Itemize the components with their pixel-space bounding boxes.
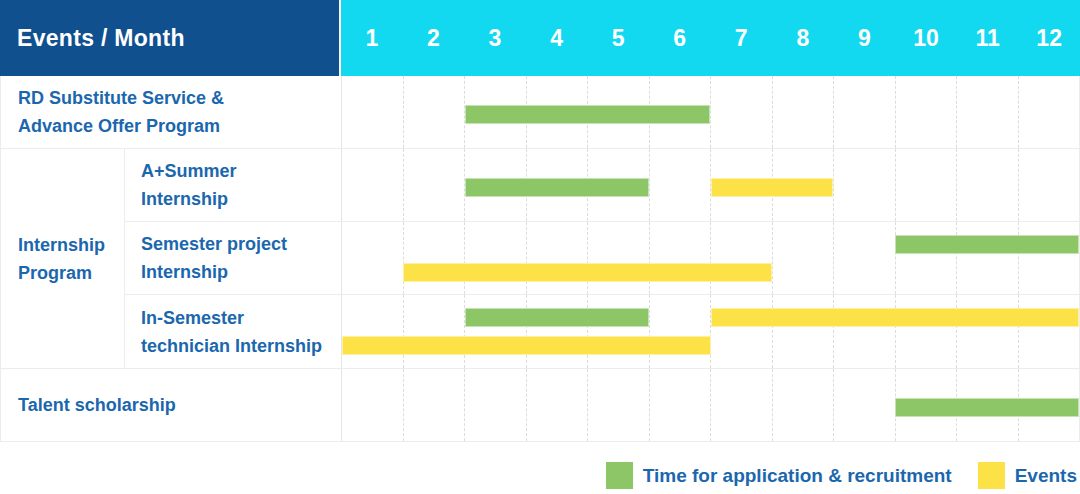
table-body: RD Substitute Service & Advance Offer Pr… [0,76,1080,442]
table-row: A+Summer Internship [125,149,1079,222]
row-timeline [341,149,1079,221]
table-header-row: Events / Month 123456789101112 [0,0,1080,76]
month-cell [464,222,526,294]
month-cell [403,149,465,221]
legend: Time for application & recruitment Event… [0,442,1080,494]
month-cell [895,76,957,148]
month-cell [649,295,711,368]
month-header-6: 6 [649,0,711,76]
month-cell [464,295,526,368]
month-cell [833,76,895,148]
month-header-3: 3 [464,0,526,76]
legend-label: Events [1015,465,1077,487]
month-cell [342,76,403,148]
events-month-header: Events / Month [0,0,341,76]
month-header-row: 123456789101112 [341,0,1080,76]
month-header-9: 9 [834,0,896,76]
event-bar [711,308,1080,327]
month-cell [956,222,1018,294]
internship-program-group: Internship Program A+Summer Internship S… [1,149,1079,369]
row-label-semester-project-internship: Semester project Internship [125,222,341,294]
month-cell [956,76,1018,148]
month-header-12: 12 [1018,0,1080,76]
month-cell [772,76,834,148]
month-cell [649,222,711,294]
month-header-1: 1 [341,0,403,76]
month-cell [342,369,403,441]
month-header-11: 11 [957,0,1019,76]
month-cell [895,149,957,221]
legend-label: Time for application & recruitment [643,465,952,487]
month-cell [342,222,403,294]
month-cell [1018,149,1080,221]
month-cell [833,295,895,368]
row-label-a-plus-summer-internship: A+Summer Internship [125,149,341,221]
month-cell [587,295,649,368]
event-bar [403,263,772,282]
month-cell [1018,222,1080,294]
month-cell [403,369,465,441]
row-timeline [341,295,1079,368]
table-row: In-Semester technician Internship [125,295,1079,368]
month-cell [833,222,895,294]
month-cell [1018,295,1080,368]
month-cell [895,295,957,368]
row-timeline [341,222,1079,294]
month-header-7: 7 [710,0,772,76]
application-bar [895,235,1079,254]
month-header-2: 2 [403,0,465,76]
month-cell [526,222,588,294]
month-cell [526,369,588,441]
application-bar [465,105,711,124]
month-cell [649,369,711,441]
row-label-in-semester-technician-internship: In-Semester technician Internship [125,295,341,368]
month-cell [772,369,834,441]
month-cell [587,222,649,294]
row-timeline [341,369,1079,441]
month-cell [956,295,1018,368]
event-bar [711,178,834,197]
table-row: Semester project Internship [125,222,1079,295]
table-row: Talent scholarship [1,369,1079,442]
month-cell [833,369,895,441]
month-cell [403,295,465,368]
month-cell [587,369,649,441]
row-timeline [341,76,1079,148]
month-header-8: 8 [772,0,834,76]
legend-item-events: Events [978,462,1077,489]
month-cell [833,149,895,221]
event-color-swatch [978,462,1005,489]
month-cell [710,369,772,441]
application-bar [465,178,649,197]
group-label-internship-program: Internship Program [1,149,125,368]
legend-item-application: Time for application & recruitment [606,462,952,489]
month-cell [772,295,834,368]
month-cell [342,295,403,368]
row-label-talent-scholarship: Talent scholarship [1,369,341,441]
month-header-10: 10 [895,0,957,76]
month-cell [710,76,772,148]
application-color-swatch [606,462,633,489]
table-row: RD Substitute Service & Advance Offer Pr… [1,76,1079,149]
month-cell [649,149,711,221]
month-cell [956,149,1018,221]
month-cell [1018,76,1080,148]
month-cell [772,222,834,294]
month-cell [526,295,588,368]
month-cell [403,76,465,148]
gantt-schedule-page: Events / Month 123456789101112 RD Substi… [0,0,1080,494]
application-bar [895,398,1079,417]
month-cell [464,369,526,441]
month-cell [403,222,465,294]
row-label-rd-substitute-service: RD Substitute Service & Advance Offer Pr… [1,76,341,148]
group-subrows: A+Summer Internship Semester project Int… [125,149,1079,368]
application-bar [465,308,649,327]
month-header-4: 4 [526,0,588,76]
month-cell [895,222,957,294]
month-header-5: 5 [587,0,649,76]
month-cell [342,149,403,221]
event-bar [342,336,711,355]
month-cell [710,222,772,294]
month-cell [710,295,772,368]
